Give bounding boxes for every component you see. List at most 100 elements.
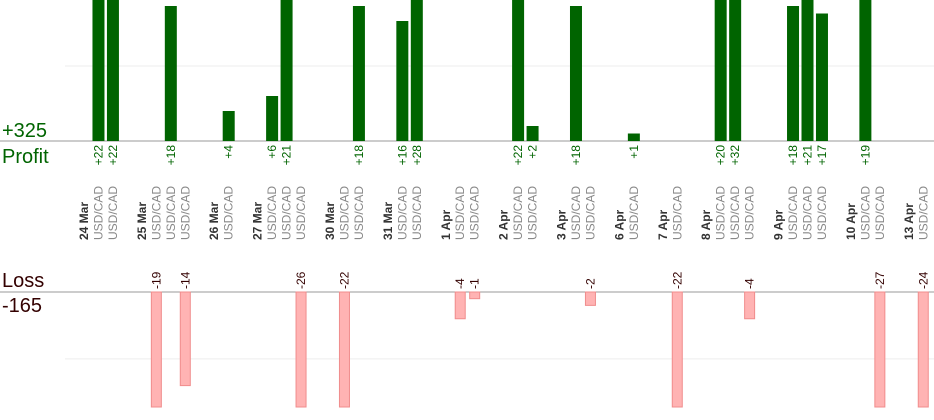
value-label: -2	[583, 278, 597, 289]
loss-bar	[584, 291, 596, 306]
symbol-label: USD/CAD	[583, 186, 597, 240]
loss-bar	[338, 291, 350, 408]
profit-bar	[627, 133, 640, 141]
symbol-label: USD/CAD	[511, 186, 525, 240]
symbol-label: USD/CAD	[337, 186, 351, 240]
value-label: +28	[410, 145, 424, 166]
loss-label: Loss	[2, 270, 44, 292]
profit-bar	[222, 111, 235, 141]
date-label: 26 Mar	[207, 202, 221, 240]
profit-bar	[512, 0, 525, 141]
loss-bar	[469, 291, 481, 300]
value-label: +17	[815, 145, 829, 166]
symbol-label: USD/CAD	[352, 186, 366, 240]
date-label: 8 Apr	[699, 209, 713, 240]
profit-bar	[714, 0, 727, 141]
profit-label: Profit	[2, 146, 49, 168]
value-label: -27	[873, 271, 887, 289]
profit-bar	[266, 96, 279, 141]
value-label: -1	[468, 278, 482, 289]
symbol-label: USD/CAD	[178, 186, 192, 240]
value-label: +16	[395, 145, 409, 166]
value-label: +32	[728, 145, 742, 166]
date-label: 30 Mar	[323, 202, 337, 240]
loss-bar	[671, 291, 683, 408]
value-label: -26	[294, 271, 308, 289]
value-label: +19	[858, 145, 872, 166]
symbol-label: USD/CAD	[106, 186, 120, 240]
value-label: +20	[714, 145, 728, 166]
value-label: +18	[352, 145, 366, 166]
date-label: 6 Apr	[612, 209, 626, 240]
loss-bar	[874, 291, 886, 408]
value-label: -22	[670, 271, 684, 289]
value-label: -22	[337, 271, 351, 289]
value-label: +1	[627, 145, 641, 159]
profit-bar	[729, 0, 742, 141]
date-label: 9 Apr	[772, 209, 786, 240]
profit-bar	[352, 6, 365, 141]
symbol-label: USD/CAD	[786, 186, 800, 240]
date-label: 25 Mar	[135, 202, 149, 240]
profit-bar	[410, 0, 423, 141]
symbol-label: USD/CAD	[164, 186, 178, 240]
profit-bar	[787, 6, 800, 141]
loss-bar	[295, 291, 307, 408]
profit-bar	[164, 6, 177, 141]
date-label: 24 Mar	[77, 202, 91, 240]
profit-bar	[815, 13, 828, 141]
symbol-label: USD/CAD	[873, 186, 887, 240]
profit-bar	[569, 6, 582, 141]
loss-bar	[179, 291, 191, 387]
value-label: +22	[91, 145, 105, 166]
date-label: 2 Apr	[497, 209, 511, 240]
profit-bar	[92, 0, 105, 141]
loss-bar	[150, 291, 162, 408]
value-label: +4	[222, 145, 236, 159]
value-label: -4	[743, 278, 757, 289]
value-label: -4	[453, 278, 467, 289]
date-label: 27 Mar	[251, 202, 265, 240]
symbol-label: USD/CAD	[714, 186, 728, 240]
loss-bar	[454, 291, 466, 320]
symbol-label: USD/CAD	[743, 186, 757, 240]
value-label: +21	[280, 145, 294, 166]
profit-bar	[859, 0, 872, 141]
profit-total: +325	[2, 120, 47, 142]
symbol-label: USD/CAD	[468, 186, 482, 240]
date-label: 31 Mar	[381, 202, 395, 240]
value-label: +22	[106, 145, 120, 166]
profit-bar	[801, 0, 814, 141]
value-label: +18	[786, 145, 800, 166]
symbol-label: USD/CAD	[222, 186, 236, 240]
symbol-label: USD/CAD	[670, 186, 684, 240]
value-label: -19	[149, 271, 163, 289]
symbol-label: USD/CAD	[265, 186, 279, 240]
profit-bar	[106, 0, 119, 141]
value-label: +22	[511, 145, 525, 166]
symbol-label: USD/CAD	[858, 186, 872, 240]
profit-bar	[396, 21, 409, 141]
symbol-label: USD/CAD	[395, 186, 409, 240]
symbol-label: USD/CAD	[526, 186, 540, 240]
symbol-label: USD/CAD	[627, 186, 641, 240]
symbol-label: USD/CAD	[149, 186, 163, 240]
symbol-label: USD/CAD	[453, 186, 467, 240]
symbol-label: USD/CAD	[916, 186, 930, 240]
loss-bar	[744, 291, 756, 320]
profit-bar	[526, 126, 539, 141]
profit-bar	[280, 0, 293, 141]
symbol-label: USD/CAD	[569, 186, 583, 240]
loss-total: -165	[2, 295, 42, 317]
value-label: +21	[801, 145, 815, 166]
value-label: +6	[265, 145, 279, 159]
symbol-label: USD/CAD	[410, 186, 424, 240]
date-label: 7 Apr	[656, 209, 670, 240]
symbol-label: USD/CAD	[280, 186, 294, 240]
symbol-label: USD/CAD	[91, 186, 105, 240]
value-label: +18	[164, 145, 178, 166]
value-label: -24	[916, 271, 930, 289]
date-label: 1 Apr	[439, 209, 453, 240]
symbol-label: USD/CAD	[728, 186, 742, 240]
